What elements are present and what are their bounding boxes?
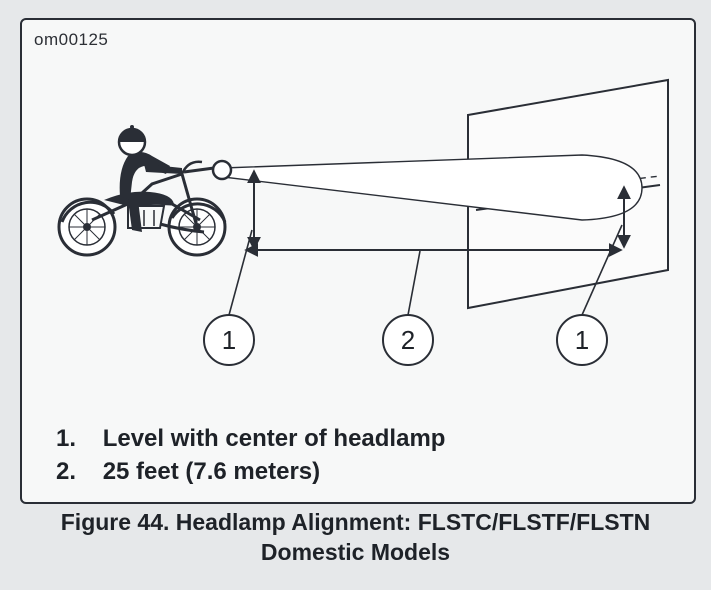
diagram-svg-container: 1 2 1 [22,20,694,405]
diagram-svg: 1 2 1 [22,20,694,400]
legend-item-1: 1. Level with center of headlamp [56,423,445,455]
motorcycle-icon [59,125,231,255]
callout-2-label: 2 [401,325,415,355]
figure-caption: Figure 44. Headlamp Alignment: FLSTC/FLS… [0,508,711,568]
legend-text-2: 25 feet (7.6 meters) [103,458,320,485]
legend-text-1: Level with center of headlamp [103,425,446,452]
callout-1-left-label: 1 [222,325,236,355]
headlamp-beam [223,155,642,220]
legend-item-2: 2. 25 feet (7.6 meters) [56,456,445,488]
callout-2: 2 [383,315,433,365]
callout-1-right: 1 [557,315,607,365]
left-height-arrow [229,172,254,315]
legend-num-2: 2. [56,458,76,485]
caption-line-1: Figure 44. Headlamp Alignment: FLSTC/FLS… [0,508,711,538]
legend: 1. Level with center of headlamp 2. 25 f… [56,423,445,488]
caption-line-2: Domestic Models [0,538,711,568]
diagram-panel: om00125 [20,18,696,504]
legend-num-1: 1. [56,425,76,452]
page: om00125 [0,0,711,590]
callout-1-left: 1 [204,315,254,365]
callout-1-right-label: 1 [575,325,589,355]
